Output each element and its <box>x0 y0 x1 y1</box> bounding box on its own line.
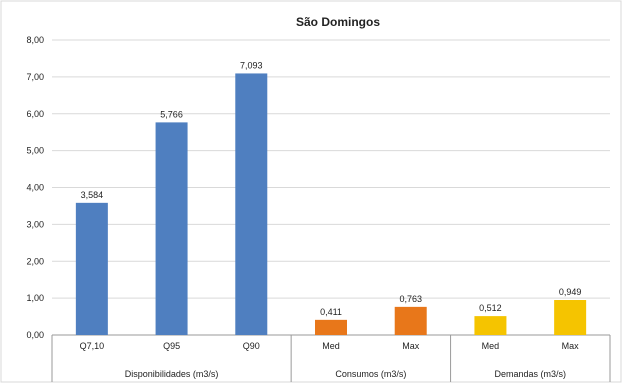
data-label: 3,584 <box>81 190 104 200</box>
bar <box>394 306 427 335</box>
y-tick-label: 7,00 <box>26 72 44 82</box>
gridlines <box>52 39 610 336</box>
y-tick-label: 8,00 <box>26 35 44 45</box>
category-label: Q90 <box>243 341 260 351</box>
category-label: Max <box>402 341 420 351</box>
data-label: 0,763 <box>399 294 422 304</box>
bar <box>75 202 108 335</box>
category-label: Med <box>322 341 340 351</box>
y-tick-label: 2,00 <box>26 256 44 266</box>
category-labels: Q7,10 Q95 Q90 Med Max Med Max <box>80 341 580 351</box>
group-label: Consumos (m3/s) <box>335 369 406 379</box>
y-tick-label: 4,00 <box>26 183 44 193</box>
category-label: Med <box>482 341 500 351</box>
y-tick-label: 6,00 <box>26 109 44 119</box>
category-axis-grid <box>51 335 611 382</box>
group-label: Disponibilidades (m3/s) <box>125 369 219 379</box>
y-tick-label: 0,00 <box>26 330 44 340</box>
chart-title: São Domingos <box>296 15 380 29</box>
data-label: 0,949 <box>559 287 582 297</box>
data-label: 0,411 <box>320 307 342 317</box>
category-label: Q95 <box>163 341 180 351</box>
data-labels: 3,584 5,766 7,093 0,411 0,763 0,512 0,949 <box>81 60 582 316</box>
y-tick-label: 1,00 <box>26 293 44 303</box>
group-label: Demandas (m3/s) <box>495 369 567 379</box>
data-label: 7,093 <box>240 60 263 70</box>
bar <box>554 300 587 335</box>
y-tick-label: 5,00 <box>26 146 44 156</box>
bar <box>315 319 347 335</box>
bars <box>75 73 587 336</box>
bar <box>235 73 268 336</box>
data-label: 5,766 <box>160 109 183 119</box>
data-label: 0,512 <box>479 303 502 313</box>
bar <box>474 316 507 335</box>
bar <box>155 122 188 335</box>
y-axis-ticks: 0,00 1,00 2,00 3,00 4,00 5,00 6,00 7,00 8,00 <box>26 35 44 340</box>
category-label: Max <box>562 341 580 351</box>
group-labels: Disponibilidades (m3/s) Consumos (m3/s) De… <box>125 369 566 379</box>
y-tick-label: 3,00 <box>26 219 44 229</box>
category-label: Q7,10 <box>80 341 105 351</box>
